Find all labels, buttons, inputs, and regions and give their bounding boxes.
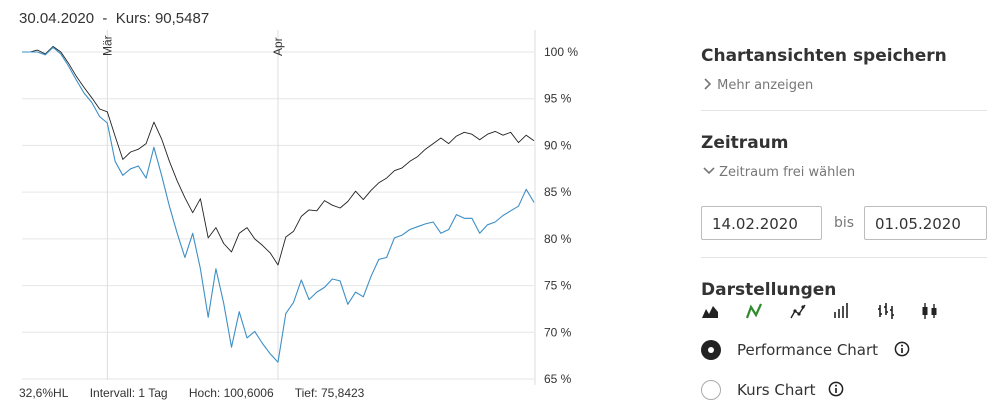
performance-chart-option[interactable]: Performance Chart — [701, 340, 987, 364]
display-title: Darstellungen — [701, 280, 837, 300]
footer-range: 32,6%HL — [19, 386, 69, 400]
mountain-chart-icon[interactable] — [701, 302, 719, 320]
price-chart-option[interactable]: Kurs Chart — [701, 380, 987, 404]
y-tick-label: 85 % — [544, 185, 572, 199]
series-line — [22, 45, 535, 266]
price-chart-radio[interactable] — [701, 380, 721, 400]
timeframe-title: Zeitraum — [701, 133, 789, 153]
date-to-input[interactable]: 01.05.2020 — [864, 206, 987, 240]
custom-timeframe-toggle[interactable]: Zeitraum frei wählen — [703, 165, 855, 180]
chart-footer: 32,6%HL Intervall: 1 Tag Hoch: 100,6006 … — [19, 386, 382, 400]
footer-interval: Intervall: 1 Tag — [89, 386, 168, 400]
show-more-link[interactable]: Mehr anzeigen — [703, 78, 813, 93]
footer-high: Hoch: 100,6006 — [188, 386, 274, 400]
footer-low: Tief: 75,8423 — [294, 386, 365, 400]
y-tick-label: 70 % — [544, 325, 572, 339]
performance-chart-label: Performance Chart — [737, 341, 879, 359]
chart-header: 30.04.2020 - Kurs: 90,5487 — [19, 10, 209, 27]
custom-timeframe-label: Zeitraum frei wählen — [719, 165, 856, 180]
info-icon[interactable] — [828, 381, 844, 397]
y-tick-label: 80 % — [544, 232, 572, 246]
header-separator: - — [102, 10, 108, 27]
show-more-label: Mehr anzeigen — [717, 78, 814, 93]
line-chart-icon[interactable] — [745, 302, 763, 320]
saved-views-title: Chartansichten speichern — [701, 46, 947, 66]
performance-chart-radio[interactable] — [701, 340, 721, 360]
divider — [701, 110, 987, 111]
chevron-right-icon — [704, 78, 712, 90]
candlestick-chart-icon[interactable] — [921, 302, 939, 320]
bar-chart-icon[interactable] — [833, 302, 851, 320]
y-tick-label: 90 % — [544, 138, 572, 152]
y-tick-label: 95 % — [544, 92, 572, 106]
info-icon[interactable] — [894, 341, 910, 357]
header-date: 30.04.2020 — [19, 10, 95, 27]
dot-line-chart-icon[interactable] — [789, 302, 807, 320]
divider — [701, 257, 987, 258]
month-label: Mär — [100, 35, 114, 56]
y-tick-label: 100 % — [544, 45, 578, 59]
performance-chart[interactable]: 100 % 95 % 90 % 85 % 80 % 75 % 70 % 65 % Mär Apr — [0, 0, 600, 412]
header-price: Kurs: 90,5487 — [115, 10, 210, 27]
chevron-down-icon — [703, 167, 715, 175]
date-from-input[interactable]: 14.02.2020 — [701, 206, 822, 240]
price-chart-label: Kurs Chart — [737, 381, 816, 399]
month-label: Apr — [271, 37, 285, 56]
series-line — [22, 46, 535, 363]
y-tick-label: 75 % — [544, 279, 572, 293]
ohlc-chart-icon[interactable] — [877, 302, 895, 320]
date-range-separator: bis — [834, 215, 855, 231]
y-tick-label: 65 % — [544, 372, 572, 386]
